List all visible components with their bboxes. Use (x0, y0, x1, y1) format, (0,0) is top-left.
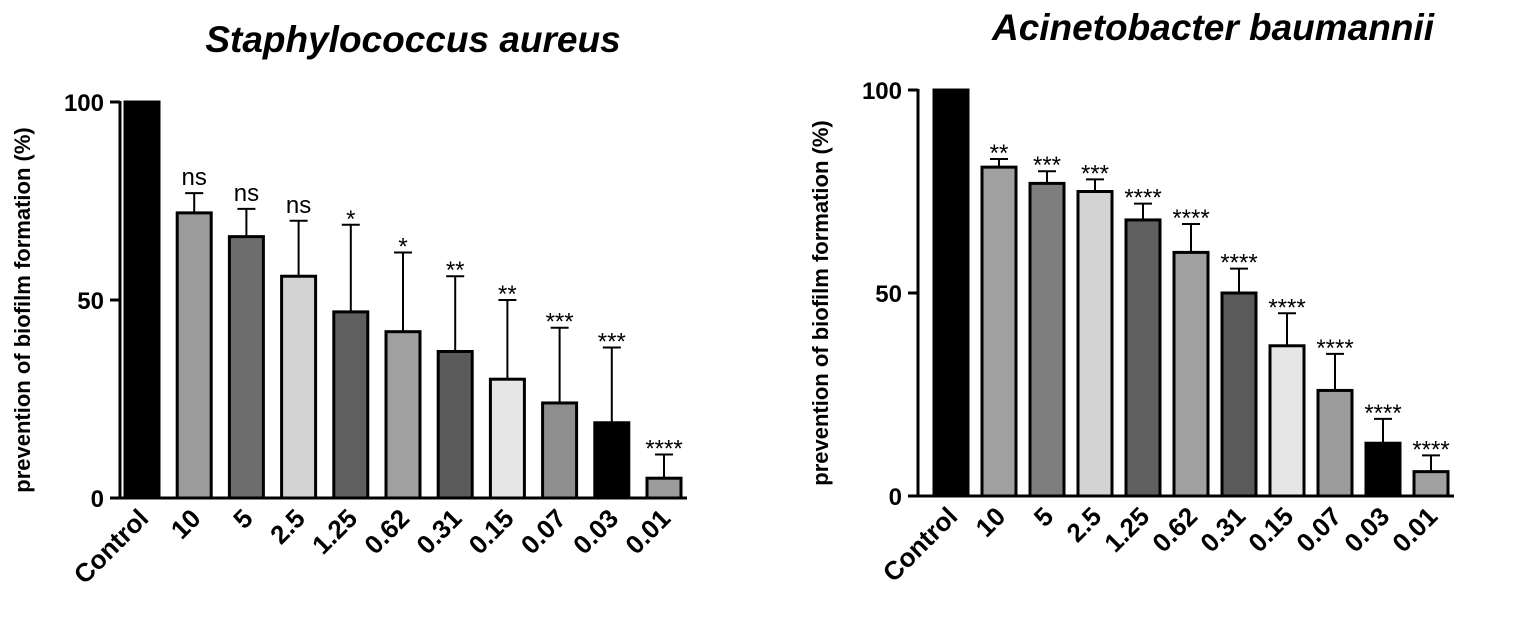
category-label: 0.15 (1242, 501, 1299, 558)
category-label: Control (68, 503, 155, 590)
category-label: 0.62 (1146, 501, 1203, 558)
significance-label: **** (1412, 436, 1449, 463)
category-label: 0.07 (1290, 501, 1347, 558)
bar-0.62 (384, 330, 422, 500)
bar-0.03 (593, 421, 631, 500)
y-tick-label: 0 (91, 486, 104, 513)
category-label: Control (877, 501, 964, 588)
bar-10 (980, 165, 1018, 498)
bar-0.07 (541, 401, 579, 500)
y-tick-label: 50 (77, 288, 104, 315)
bar-5 (1028, 181, 1066, 498)
significance-label: **** (1124, 185, 1161, 212)
significance-label: ns (286, 192, 311, 219)
category-label: 0.07 (515, 503, 572, 560)
category-label: 0.03 (1338, 501, 1395, 558)
chart-title: Acinetobacter baumannii (991, 7, 1435, 48)
bar-10 (175, 211, 213, 500)
y-tick-label: 100 (64, 90, 104, 117)
significance-label: **** (1316, 335, 1353, 362)
bar-2.5 (280, 274, 318, 500)
category-label: 5 (227, 503, 258, 534)
y-tick-label: 0 (889, 484, 902, 511)
y-tick-label: 100 (862, 78, 902, 105)
category-label: 10 (165, 503, 207, 545)
significance-label: *** (546, 309, 574, 336)
bar-0.15 (1268, 344, 1306, 498)
significance-label: **** (1364, 400, 1401, 427)
y-axis-label: prevention of biofilm formation (%) (808, 120, 833, 485)
significance-label: ** (498, 281, 517, 308)
significance-label: *** (598, 329, 626, 356)
significance-label: ns (234, 180, 259, 207)
bar-Control (932, 88, 970, 498)
bar-1.25 (332, 310, 370, 500)
category-label: 2.5 (1060, 501, 1107, 548)
bar-0.15 (488, 377, 526, 500)
chart-acinetobacter-baumannii: Acinetobacter baumannii 0 50 100 prevention… (808, 7, 1454, 588)
category-label: 1.25 (306, 503, 363, 560)
significance-label: ** (446, 257, 465, 284)
significance-label: ** (990, 140, 1009, 167)
bar-0.07 (1316, 388, 1354, 498)
y-axis-label: prevention of biofilm formation (%) (10, 127, 35, 492)
bar-0.01 (645, 476, 683, 500)
category-label: 0.62 (358, 503, 415, 560)
category-label: 0.01 (1386, 501, 1443, 558)
significance-label: * (346, 206, 355, 233)
category-label: 1.25 (1098, 501, 1155, 558)
category-label: 5 (1028, 501, 1059, 532)
chart-staphylococcus-aureus: Staphylococcus aureus 0 50 100 prevention o… (10, 19, 687, 590)
category-label: 0.31 (410, 503, 467, 560)
category-label: 0.31 (1194, 501, 1251, 558)
bar-0.31 (436, 349, 474, 500)
significance-label: **** (1268, 294, 1305, 321)
significance-label: **** (1220, 250, 1257, 277)
significance-label: *** (1033, 152, 1061, 179)
category-label: 0.01 (619, 503, 676, 560)
category-label: 0.15 (463, 503, 520, 560)
y-tick-label: 50 (875, 281, 902, 308)
category-label: 2.5 (264, 503, 311, 550)
bar-1.25 (1124, 218, 1162, 498)
bar-0.62 (1172, 250, 1210, 498)
significance-label: * (398, 233, 407, 260)
bar-2.5 (1076, 190, 1114, 498)
bar-0.31 (1220, 291, 1258, 498)
category-label: 10 (970, 501, 1012, 543)
category-label: 0.03 (567, 503, 624, 560)
significance-label: *** (1081, 160, 1109, 187)
bar-5 (227, 235, 265, 500)
bar-Control (123, 100, 161, 500)
significance-label: **** (645, 435, 682, 462)
bar-0.03 (1364, 441, 1402, 498)
significance-label: **** (1172, 205, 1209, 232)
significance-label: ns (182, 164, 207, 191)
bar-0.01 (1412, 470, 1450, 498)
chart-title: Staphylococcus aureus (205, 19, 620, 60)
